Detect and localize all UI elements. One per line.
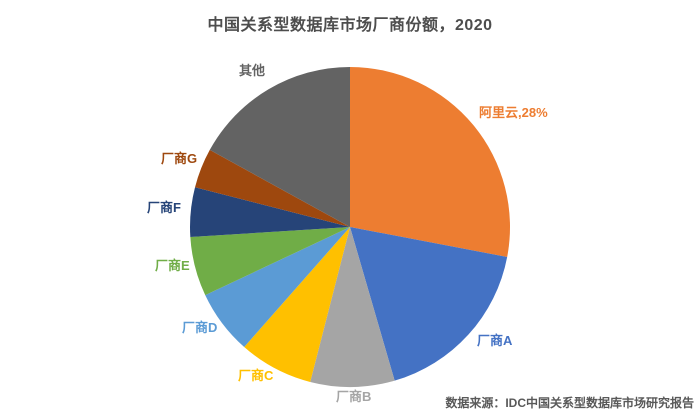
pie-slice-vendor-c	[244, 227, 350, 382]
pie-slice-vendor-b	[310, 227, 395, 387]
pie-slice-vendor-a	[350, 227, 508, 381]
slice-label-vendor-d: 厂商D	[182, 320, 218, 335]
slice-label-vendor-c: 厂商C	[238, 368, 274, 383]
slice-label-vendor-g: 厂商G	[161, 151, 198, 166]
pie-slice-vendor-e	[190, 227, 350, 296]
pie-slice-vendor-f	[190, 187, 350, 238]
chart-title: 中国关系型数据库市场厂商份额，2020	[207, 17, 493, 34]
slice-label-vendor-f: 厂商F	[147, 200, 181, 215]
pie-slice-vendor-d	[205, 227, 350, 348]
slice-label-vendor-b: 厂商B	[336, 389, 372, 404]
slice-label-aliyun: 阿里云,28%	[479, 105, 548, 120]
pie-slice-others	[209, 67, 350, 227]
pie-slice-vendor-g	[195, 149, 350, 227]
slice-label-vendor-e: 厂商E	[155, 258, 190, 273]
slice-label-vendor-a: 厂商A	[477, 333, 513, 348]
data-source-note: 数据来源：IDC中国关系型数据库市场研究报告	[445, 396, 694, 410]
slice-label-others: 其他	[239, 63, 266, 78]
pie-slice-aliyun	[350, 67, 511, 257]
